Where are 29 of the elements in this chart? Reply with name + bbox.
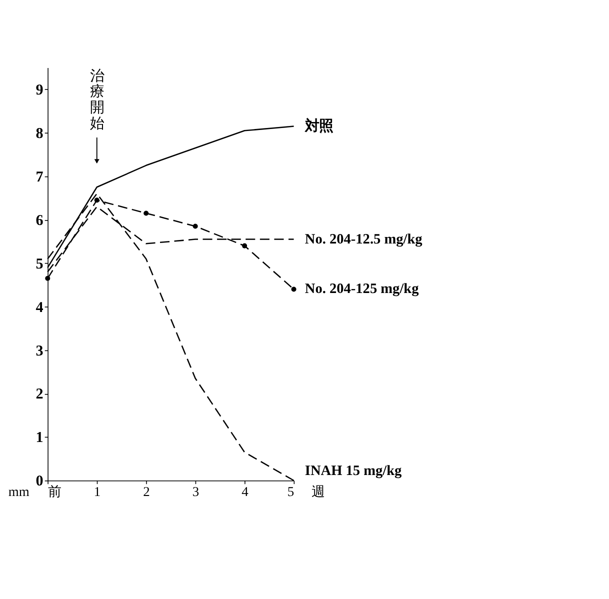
point xyxy=(144,210,149,216)
point xyxy=(291,286,296,292)
x-tick-label: 前 xyxy=(48,484,62,499)
y-tick-label: 6 xyxy=(36,212,44,229)
y-tick-label: 1 xyxy=(36,430,44,446)
series-label: INAH 15 mg/kg xyxy=(304,462,402,479)
series-label: 対照 xyxy=(304,117,333,134)
y-tick-label: 7 xyxy=(36,169,44,186)
series-label: No. 204-125 mg/kg xyxy=(304,281,419,298)
y-tick-label: 5 xyxy=(36,256,44,272)
y-tick-label: 8 xyxy=(36,126,44,142)
point xyxy=(45,276,50,281)
series-label: No. 204-12.5 mg/kg xyxy=(304,231,422,248)
point xyxy=(242,243,248,248)
x-tick-label: 1 xyxy=(94,484,101,499)
x-tick-label: 4 xyxy=(242,484,249,499)
y-tick-label: 4 xyxy=(36,300,44,316)
x-tick-label: 5 xyxy=(287,484,294,499)
y-tick-label: 0 xyxy=(36,474,44,490)
y-tick-label: 3 xyxy=(36,343,44,360)
point xyxy=(192,224,198,229)
y-axis-title: mm xyxy=(8,484,30,499)
x-axis-title: 週 xyxy=(312,484,325,499)
y-tick-label: 9 xyxy=(36,82,44,99)
y-tick-label: 2 xyxy=(36,386,44,403)
annotation: 治療開始 xyxy=(90,68,104,132)
x-tick-label: 3 xyxy=(192,484,200,499)
point xyxy=(94,198,100,203)
x-tick-label: 2 xyxy=(143,484,150,499)
